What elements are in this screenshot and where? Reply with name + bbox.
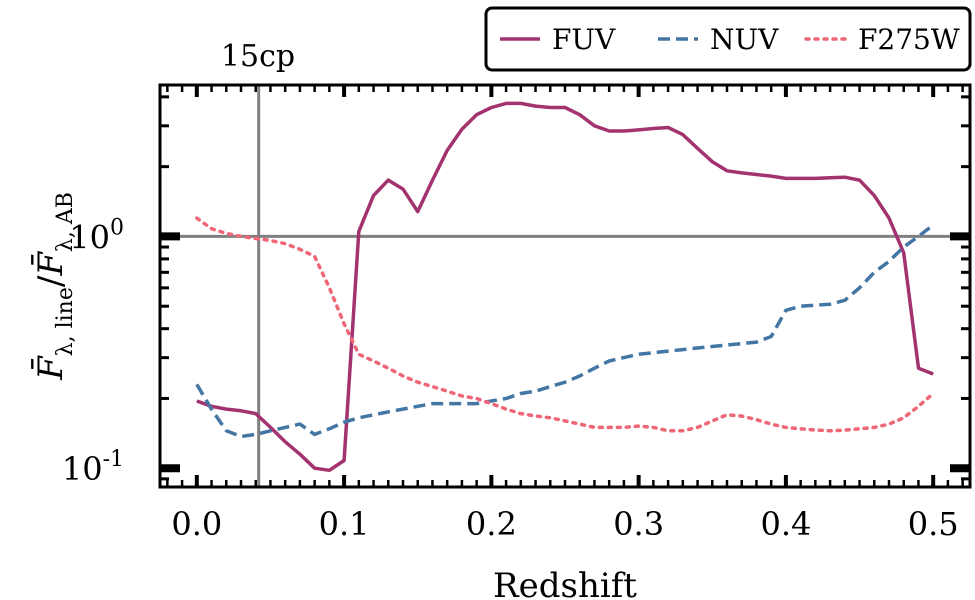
- legend-label-fuv: FUV: [552, 23, 616, 56]
- y-tick-label-base: 10: [69, 218, 110, 256]
- y-axis-label-denom: F̄: [30, 251, 71, 277]
- plot-frame: [158, 83, 972, 489]
- y-axis-label-sep: /: [31, 275, 71, 287]
- legend-label-nuv: NUV: [710, 23, 779, 56]
- series-line-f275w: [195, 216, 935, 433]
- y-tick-label: 10-1: [62, 447, 124, 488]
- chart-title: 15cp: [221, 39, 295, 74]
- x-tick-labels: 0.0 0.1 0.2 0.3 0.4 0.5: [171, 505, 958, 543]
- legend-box: [484, 6, 972, 72]
- x-tick-label: 0.2: [466, 505, 517, 543]
- series-layer: [195, 101, 935, 473]
- reference-lines: [160, 85, 970, 487]
- y-tick-label-exponent: 0: [110, 215, 124, 240]
- x-axis-label: Redshift: [493, 566, 637, 600]
- x-tick-label: 0.4: [760, 505, 811, 543]
- y-tick-label-exponent: -1: [103, 447, 124, 472]
- y-tick-label: 100: [69, 215, 124, 256]
- y-tick-label-base: 10: [62, 450, 103, 488]
- x-tick-label: 0.1: [319, 505, 370, 543]
- legend: FUV NUV F275W: [484, 6, 972, 72]
- x-tick-label: 0.0: [171, 505, 222, 543]
- series-line-fuv: [196, 101, 934, 473]
- legend-label-f275w: F275W: [858, 23, 960, 56]
- x-tick-label: 0.3: [613, 505, 664, 543]
- series-line-nuv: [195, 223, 935, 439]
- y-axis-label: F̄λ, line/F̄λ, AB: [30, 192, 78, 381]
- y-axis-label-main: F̄: [30, 355, 71, 381]
- x-tick-label: 0.5: [908, 505, 959, 543]
- y-axis-label-denom-sub: λ, AB: [53, 192, 78, 252]
- y-axis-label-main-sub: λ, line: [53, 287, 78, 356]
